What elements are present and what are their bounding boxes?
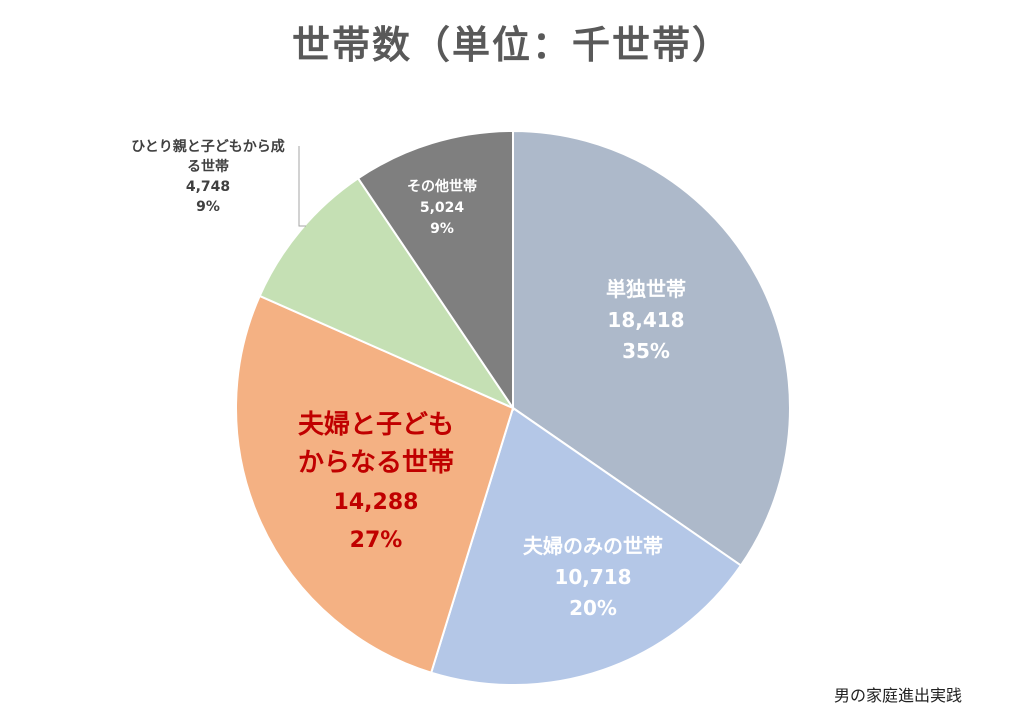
slice-name: からなる世帯 — [298, 448, 454, 478]
slice-label-2: 夫婦と子どもからなる世帯 14,288 27% — [298, 410, 454, 553]
slice-percent: 27% — [350, 528, 403, 553]
slice-percent: 9% — [196, 199, 220, 215]
slice-name: る世帯 — [187, 158, 229, 175]
slice-value: 5,024 — [420, 200, 465, 216]
pie-slice-3 — [258, 176, 516, 411]
pie-slice-2 — [235, 294, 515, 674]
slice-percent: 9% — [430, 221, 454, 237]
pie-slice-1 — [429, 406, 743, 686]
pie-slice-4 — [356, 129, 514, 412]
label-leader-line — [298, 146, 306, 227]
slice-percent: 20% — [569, 596, 617, 620]
slice-label-0: 単独世帯 18,418 35% — [606, 277, 686, 363]
slice-name: ひとり親と子どもから成 — [131, 138, 285, 155]
slice-percent: 35% — [622, 339, 670, 363]
slice-value: 18,418 — [607, 308, 684, 332]
slice-name: 単独世帯 — [606, 277, 686, 301]
slice-value: 4,748 — [186, 179, 230, 195]
slice-name: その他世帯 — [407, 178, 477, 195]
slice-label-3: ひとり親と子どもから成る世帯 4,748 9% — [131, 138, 285, 215]
pie-slice-0 — [512, 129, 791, 567]
slice-value: 14,288 — [334, 490, 419, 515]
credit-text: 男の家庭進出実践 — [833, 686, 962, 705]
chart-title: 世帯数（単位：千世帯） — [291, 23, 732, 67]
slice-value: 10,718 — [554, 565, 631, 589]
slice-label-1: 夫婦のみの世帯 10,718 20% — [523, 534, 663, 620]
slice-name: 夫婦と子ども — [298, 410, 454, 440]
slice-name: 夫婦のみの世帯 — [523, 534, 663, 558]
slice-label-4: その他世帯 5,024 9% — [407, 178, 477, 237]
